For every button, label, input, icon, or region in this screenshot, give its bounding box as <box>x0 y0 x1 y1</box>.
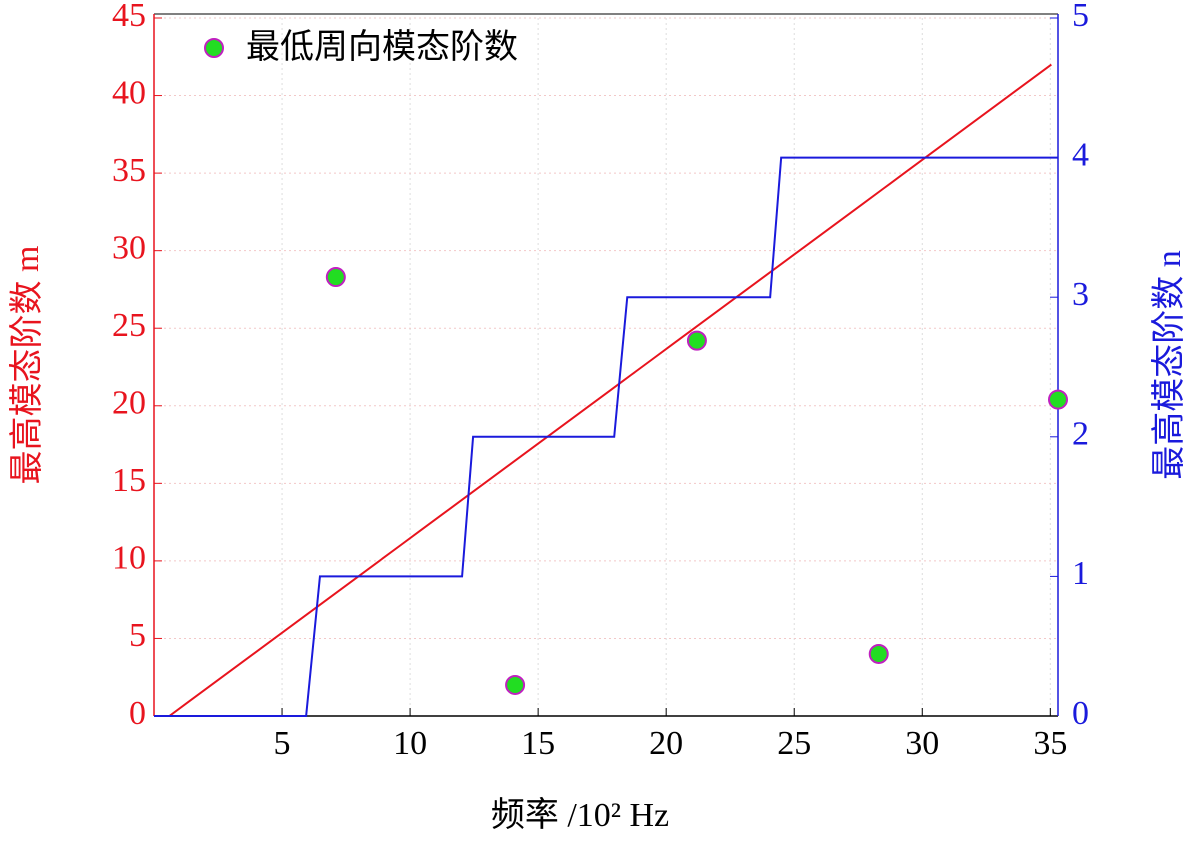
x-tick-label: 10 <box>393 725 427 762</box>
legend-marker <box>204 38 224 58</box>
y2-tick-label: 4 <box>1072 136 1089 173</box>
y2-tick-label: 0 <box>1072 695 1089 732</box>
scatter-point <box>868 643 889 664</box>
legend-label: 最低周向模态阶数 <box>246 28 518 66</box>
scatter-point <box>686 330 707 351</box>
x-tick-label: 25 <box>777 725 811 762</box>
x-tick-label: 15 <box>521 725 555 762</box>
y-tick-label: 45 <box>112 0 146 34</box>
y-tick-label: 10 <box>112 540 146 577</box>
y2-tick-label: 2 <box>1072 416 1089 453</box>
y2-tick-label: 1 <box>1072 555 1089 592</box>
y-tick-label: 5 <box>129 617 146 654</box>
y-tick-label: 15 <box>112 462 146 499</box>
y-tick-label: 25 <box>112 307 146 344</box>
scatter-point <box>505 674 526 695</box>
scatter-point <box>325 267 346 288</box>
y-tick-label: 40 <box>112 74 146 111</box>
step-series <box>154 63 1052 717</box>
x-tick-label: 20 <box>649 725 683 762</box>
y-axis-label: 最高模态阶数 m <box>8 246 46 485</box>
y2-tick-label: 5 <box>1072 0 1089 34</box>
x-tick-label: 35 <box>1033 725 1067 762</box>
x-axis-label: 频率 /10² Hz <box>491 796 669 834</box>
y2-tick-label: 3 <box>1072 276 1089 313</box>
y-tick-label: 35 <box>112 152 146 189</box>
y-tick-label: 30 <box>112 229 146 266</box>
y2-axis-label: 最高模态阶数 n <box>1150 250 1188 480</box>
x-tick-label: 30 <box>905 725 939 762</box>
scatter-point <box>1048 389 1068 410</box>
line-series <box>154 156 1058 717</box>
y-tick-label: 20 <box>112 385 146 422</box>
x-tick-label: 5 <box>274 725 291 762</box>
y-tick-label: 0 <box>129 695 146 732</box>
